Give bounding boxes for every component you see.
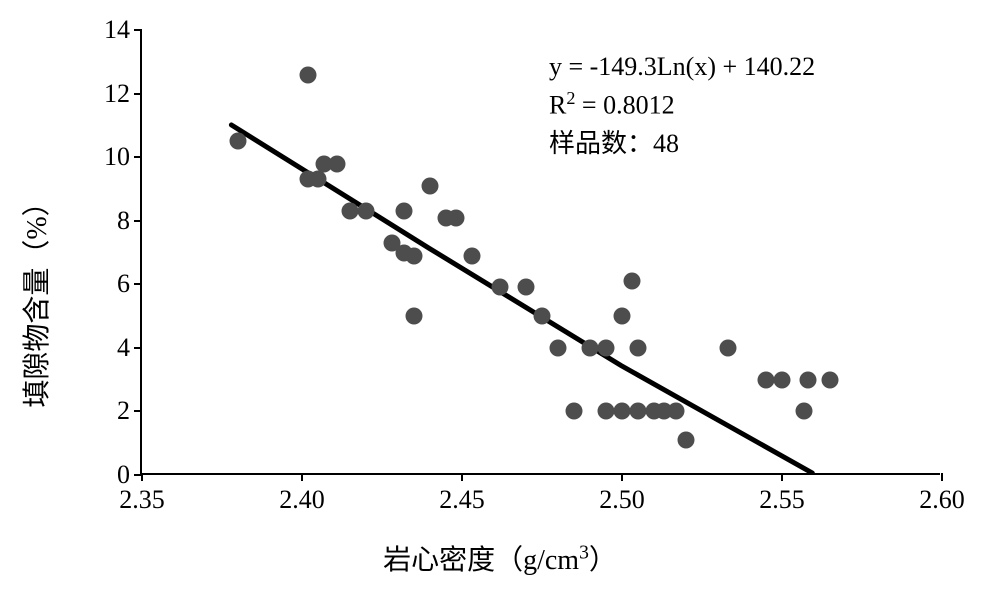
data-point (719, 339, 736, 356)
data-point (822, 371, 839, 388)
data-point (598, 403, 615, 420)
data-point (463, 247, 480, 264)
data-point (582, 339, 599, 356)
data-point (406, 247, 423, 264)
sample-count-text: 样品数：48 (549, 125, 815, 163)
data-point (678, 432, 695, 449)
r-squared-text: R2 = 0.8012 (549, 85, 815, 124)
x-tick (621, 473, 623, 481)
x-tick-label: 2.45 (439, 485, 485, 515)
data-point (518, 279, 535, 296)
x-tick-label: 2.40 (279, 485, 325, 515)
data-point (447, 209, 464, 226)
y-tick-label: 4 (117, 333, 130, 363)
y-tick (134, 220, 142, 222)
y-tick-label: 2 (117, 396, 130, 426)
x-tick (461, 473, 463, 481)
x-tick (941, 473, 943, 481)
data-point (796, 403, 813, 420)
y-tick (134, 347, 142, 349)
y-axis-label: 填隙物含量（%） (15, 188, 55, 407)
equation-text: y = -149.3Ln(x) + 140.22 (549, 48, 815, 86)
data-point (329, 155, 346, 172)
y-tick (134, 93, 142, 95)
y-tick-label: 14 (104, 15, 130, 45)
data-point (774, 371, 791, 388)
y-tick (134, 283, 142, 285)
data-point (422, 177, 439, 194)
data-point (300, 66, 317, 83)
scatter-chart: y = -149.3Ln(x) + 140.22 R2 = 0.8012 样品数… (0, 0, 1000, 596)
trend-line (142, 30, 940, 473)
data-point (358, 203, 375, 220)
y-tick (134, 410, 142, 412)
x-axis-label: 岩心密度（g/cm3） (383, 538, 617, 578)
data-point (758, 371, 775, 388)
data-point (310, 171, 327, 188)
x-tick-label: 2.60 (919, 485, 965, 515)
y-tick-label: 10 (104, 142, 130, 172)
x-tick (781, 473, 783, 481)
y-tick (134, 156, 142, 158)
y-tick-label: 8 (117, 206, 130, 236)
data-point (534, 308, 551, 325)
x-tick (301, 473, 303, 481)
data-point (550, 339, 567, 356)
y-tick-label: 6 (117, 269, 130, 299)
data-point (630, 403, 647, 420)
y-tick (134, 29, 142, 31)
x-tick-label: 2.50 (599, 485, 645, 515)
data-point (623, 273, 640, 290)
x-tick (141, 473, 143, 481)
x-tick-label: 2.35 (119, 485, 165, 515)
y-tick-label: 12 (104, 79, 130, 109)
data-point (230, 133, 247, 150)
x-tick-label: 2.55 (759, 485, 805, 515)
data-point (566, 403, 583, 420)
annotation-box: y = -149.3Ln(x) + 140.22 R2 = 0.8012 样品数… (549, 48, 815, 163)
data-point (342, 203, 359, 220)
data-point (396, 203, 413, 220)
data-point (614, 403, 631, 420)
data-point (598, 339, 615, 356)
data-point (799, 371, 816, 388)
data-point (630, 339, 647, 356)
data-point (668, 403, 685, 420)
data-point (614, 308, 631, 325)
data-point (492, 279, 509, 296)
plot-area: y = -149.3Ln(x) + 140.22 R2 = 0.8012 样品数… (140, 30, 940, 475)
data-point (406, 308, 423, 325)
